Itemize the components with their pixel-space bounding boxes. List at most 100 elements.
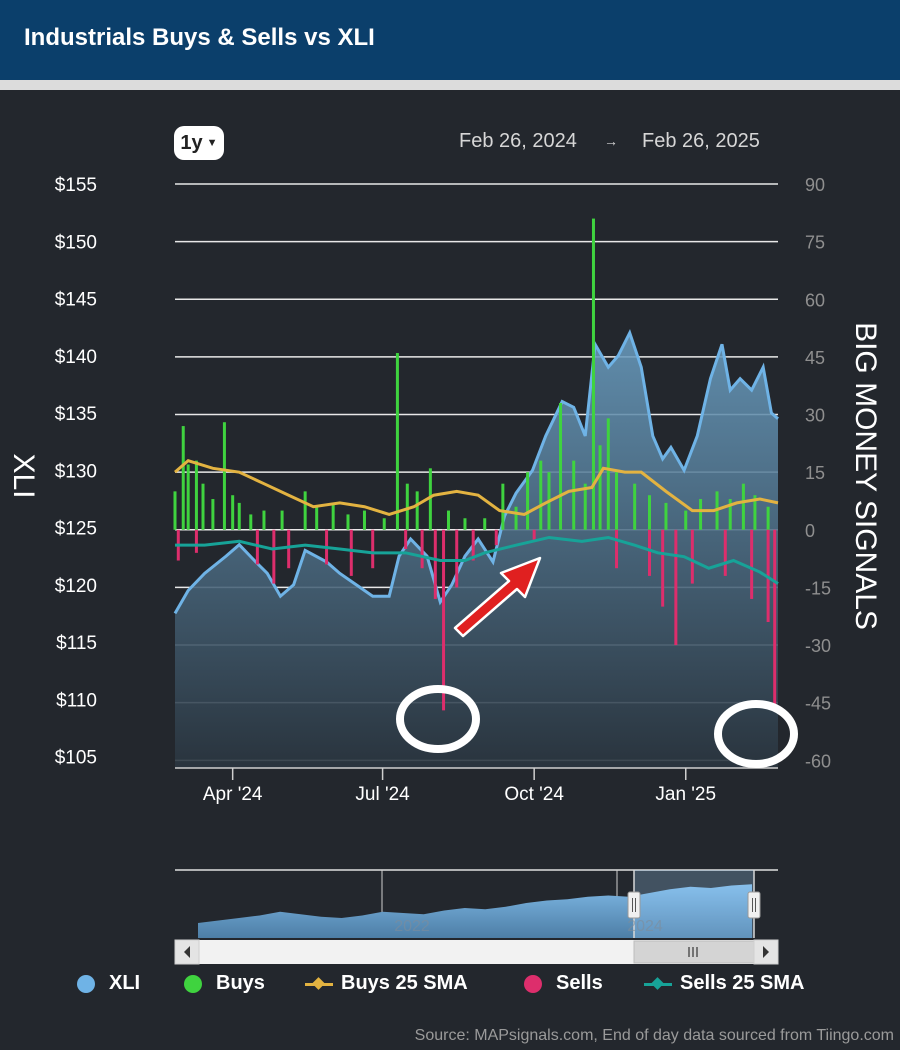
left-axis-tick-label: $150	[55, 232, 97, 253]
left-axis-tick-label: $145	[55, 290, 97, 311]
legend-item-buys[interactable]: Buys	[184, 972, 265, 995]
legend-sells-label: Sells	[556, 972, 603, 994]
buys-bar	[201, 483, 205, 530]
buys-bar	[647, 495, 651, 530]
left-axis-tick-label: $115	[56, 633, 97, 654]
right-axis-tick-label: -30	[805, 636, 831, 656]
buys-bar	[501, 483, 505, 530]
buys-bar	[741, 483, 745, 530]
buys-bar	[615, 472, 619, 530]
sells-bar	[194, 529, 198, 553]
buys-bar	[514, 506, 518, 530]
sells-bar	[773, 529, 777, 711]
buys-bar	[211, 499, 215, 530]
sells-bar	[404, 529, 408, 549]
sells-bar	[349, 529, 353, 576]
buys-bar	[633, 483, 637, 530]
start-date[interactable]: Feb 26, 2024	[459, 130, 577, 152]
right-axis-tick-label: 0	[805, 521, 815, 541]
annotation-arrow	[453, 556, 542, 638]
buys-bar	[303, 491, 307, 530]
right-axis-tick-label: 15	[805, 463, 825, 483]
xli-line	[173, 328, 779, 615]
sells-bar	[723, 529, 727, 576]
navigator-left-handle[interactable]	[627, 891, 641, 919]
buys-bar	[362, 510, 366, 530]
buys-bar	[559, 403, 563, 530]
range-selector-button[interactable]: 1y ▼	[174, 126, 224, 160]
buys-bar	[606, 418, 610, 530]
right-axis-tick-label: 90	[805, 175, 825, 195]
sells-bar	[690, 529, 694, 584]
buys-bar	[463, 518, 467, 530]
sells-bar	[442, 529, 446, 711]
buys-bar	[315, 506, 319, 530]
buys-bar	[346, 514, 350, 530]
chevron-left-icon	[184, 946, 190, 958]
right-axis-tick-label: 30	[805, 406, 825, 426]
legend-item-sells[interactable]: Sells	[524, 972, 603, 995]
left-axis-tick-label: $135	[55, 404, 97, 425]
sells-bar	[750, 529, 754, 599]
source-note: Source: MAPsignals.com, End of day data …	[414, 1027, 894, 1044]
buys-bar	[699, 499, 703, 530]
buys-bar	[446, 510, 450, 530]
right-axis-tick-label: -15	[805, 578, 831, 598]
right-axis-tick-label: 45	[805, 348, 825, 368]
buys-bar	[231, 495, 235, 530]
sells-bar	[420, 529, 424, 569]
left-axis-tick-label: $125	[55, 519, 97, 540]
legend-item-sells-sma[interactable]: Sells 25 SMA	[644, 972, 805, 995]
right-axis-tick-label: 60	[805, 290, 825, 310]
navigator-right-handle[interactable]	[747, 891, 761, 919]
right-axis-tick-label: 75	[805, 233, 825, 253]
x-axis-tick-label: Jul '24	[355, 784, 410, 805]
right-axis-title: BIG MONEY SIGNALS	[849, 322, 882, 630]
buys-bar	[428, 468, 432, 530]
buys-bar	[331, 502, 335, 530]
right-axis-tick-label: -60	[805, 751, 831, 771]
end-date[interactable]: Feb 26, 2025	[642, 130, 760, 152]
sells-bar	[455, 529, 459, 588]
buys-bar	[598, 445, 602, 530]
navigator-label: 2024	[627, 918, 663, 935]
buys-bar	[753, 495, 757, 530]
buys-bar	[483, 518, 487, 530]
buys-bar	[684, 510, 688, 530]
legend-sells-sma-label: Sells 25 SMA	[680, 972, 805, 994]
legend-buys-sma-label: Buys 25 SMA	[341, 972, 468, 994]
sells-bar	[272, 529, 276, 584]
sells-bar	[661, 529, 665, 607]
buys-bar	[539, 460, 543, 530]
buys-sma-line-icon	[305, 975, 333, 993]
buys-bar	[572, 460, 576, 530]
scrollbar-thumb[interactable]	[633, 940, 755, 964]
sells-bar	[433, 529, 437, 599]
legend-item-buys-sma[interactable]: Buys 25 SMA	[305, 972, 468, 995]
buys-bar	[526, 472, 530, 530]
header-divider	[0, 80, 900, 90]
buys-bar	[395, 353, 399, 530]
legend-item-xli[interactable]: XLI	[77, 972, 140, 995]
xli-area	[175, 332, 778, 768]
sells-bar	[287, 529, 291, 569]
navigator-selection	[634, 870, 754, 938]
buys-bar	[186, 464, 190, 530]
left-axis-tick-label: $110	[56, 690, 97, 711]
buys-bar	[415, 491, 419, 530]
left-axis-tick-label: $140	[55, 347, 97, 368]
buys-bar	[728, 499, 732, 530]
chevron-down-icon: ▼	[206, 137, 218, 149]
chevron-right-icon	[763, 946, 769, 958]
sells-bar	[471, 529, 475, 561]
annotation-circle-feb	[714, 700, 798, 768]
buys-dot-icon	[184, 974, 202, 993]
buys-bar	[405, 483, 409, 530]
sells-bar	[647, 529, 651, 576]
buys-bar	[181, 426, 185, 530]
sells-sma-line-icon	[644, 975, 672, 993]
legend-buys-label: Buys	[216, 972, 265, 994]
annotation-circle-aug	[396, 685, 480, 753]
sells-bar	[532, 529, 536, 542]
navigator-label: 2022	[394, 918, 430, 935]
